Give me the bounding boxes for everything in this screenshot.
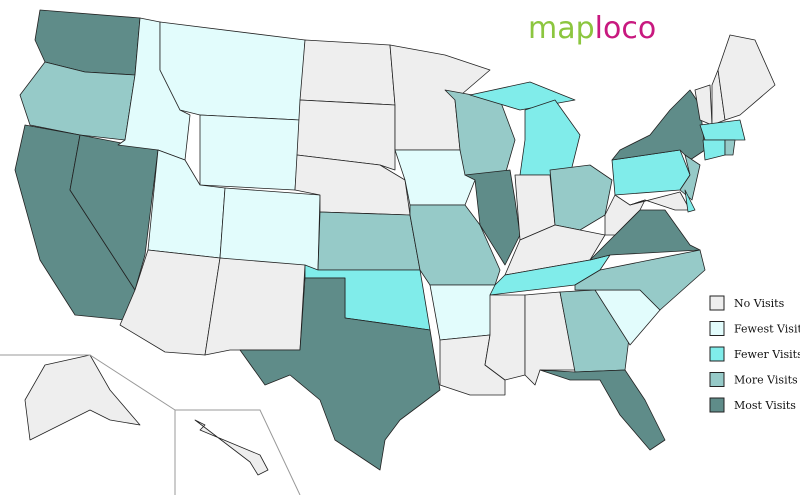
states <box>14 9 776 476</box>
inset-border <box>175 409 301 495</box>
state <box>702 139 726 161</box>
legend-swatch <box>709 346 725 362</box>
state <box>574 249 706 311</box>
legend-label: Fewer Visits <box>734 348 800 361</box>
state <box>699 119 746 141</box>
state <box>296 99 396 171</box>
state <box>539 369 666 451</box>
state <box>159 21 306 121</box>
state <box>429 284 496 341</box>
logo-map: map <box>528 11 595 46</box>
legend-label: No Visits <box>734 297 785 310</box>
legend-swatch <box>709 321 725 336</box>
state <box>239 277 441 471</box>
legend-swatch <box>709 295 725 311</box>
state <box>724 139 736 156</box>
logo: maploco <box>528 11 656 46</box>
legend-label: Fewest Visits <box>734 323 800 336</box>
state <box>19 61 136 141</box>
state <box>684 189 696 213</box>
state <box>317 211 421 271</box>
state <box>194 419 269 476</box>
state <box>604 194 646 236</box>
state <box>24 354 141 441</box>
state <box>629 191 691 211</box>
legend-label: Most Visits <box>734 399 796 412</box>
state <box>484 294 526 381</box>
state <box>611 89 706 161</box>
state <box>464 169 521 266</box>
state <box>219 187 321 271</box>
legend: No Visits Fewest Visits Fewer Visits More V… <box>709 295 800 413</box>
legend-swatch <box>709 397 725 413</box>
logo-loco: loco <box>595 11 657 46</box>
legend-label: More Visits <box>734 374 798 387</box>
state <box>549 164 613 231</box>
state <box>519 99 581 176</box>
state <box>204 257 306 356</box>
state <box>199 114 301 191</box>
legend-swatch <box>709 372 725 387</box>
state <box>717 34 776 121</box>
state <box>299 39 396 106</box>
state <box>489 254 611 296</box>
inset-border <box>0 354 176 495</box>
